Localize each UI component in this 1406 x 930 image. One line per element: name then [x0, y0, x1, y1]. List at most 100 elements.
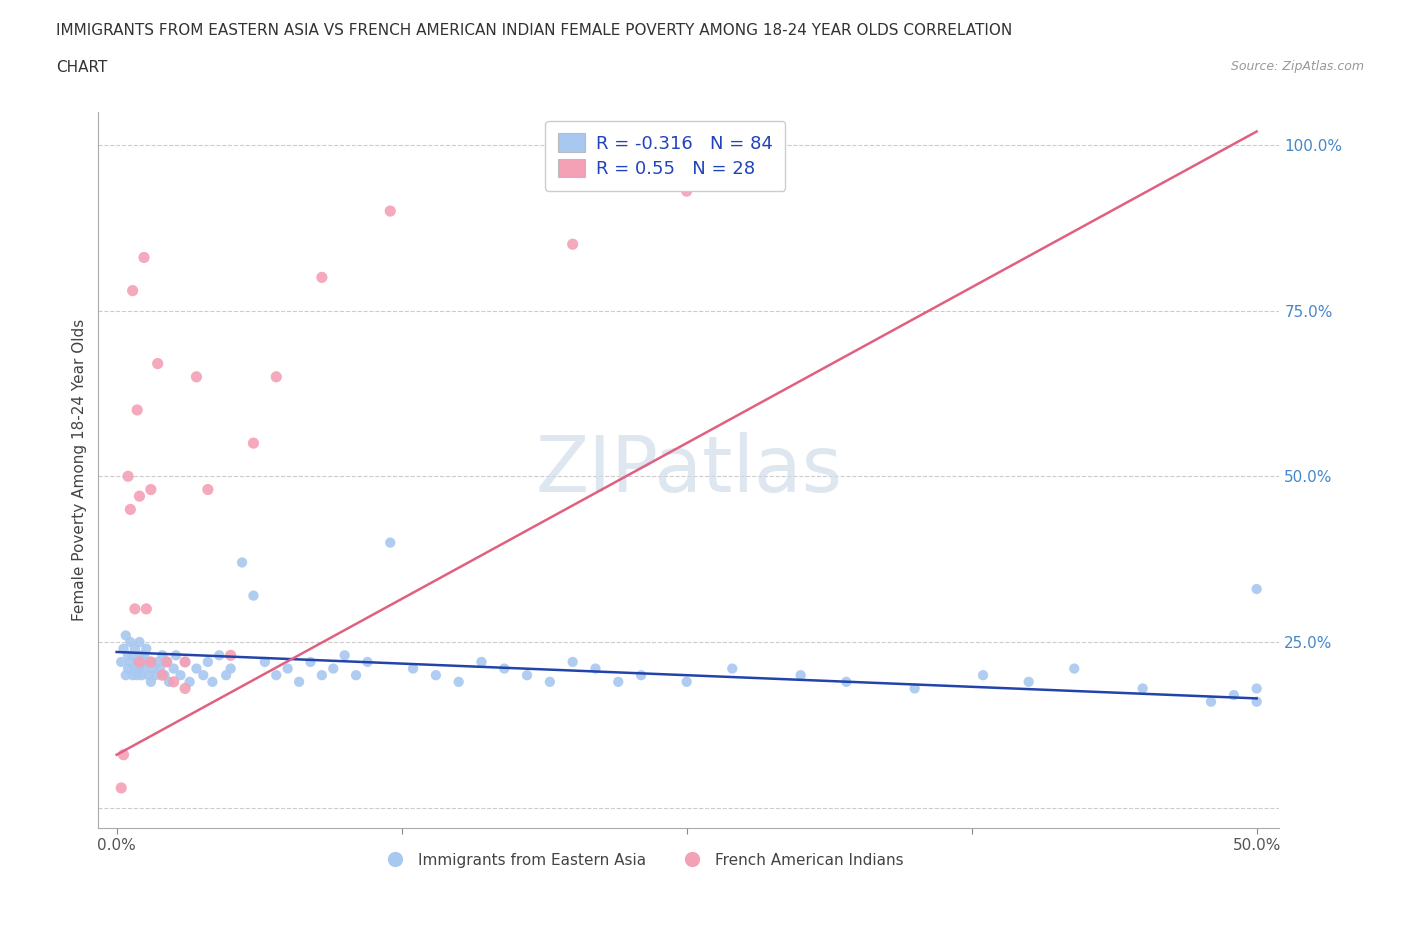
- Point: [311, 668, 333, 683]
- Point: [516, 668, 538, 683]
- Point: [1246, 681, 1268, 696]
- Point: [174, 681, 197, 696]
- Point: [447, 674, 470, 689]
- Point: [174, 655, 197, 670]
- Text: IMMIGRANTS FROM EASTERN ASIA VS FRENCH AMERICAN INDIAN FEMALE POVERTY AMONG 18-2: IMMIGRANTS FROM EASTERN ASIA VS FRENCH A…: [56, 23, 1012, 38]
- Point: [1132, 681, 1154, 696]
- Point: [835, 674, 858, 689]
- Point: [124, 602, 146, 617]
- Point: [120, 502, 142, 517]
- Point: [146, 356, 169, 371]
- Point: [150, 648, 173, 663]
- Point: [380, 204, 402, 219]
- Point: [117, 469, 139, 484]
- Point: [132, 648, 155, 663]
- Point: [127, 655, 149, 670]
- Point: [120, 655, 142, 670]
- Point: [146, 655, 169, 670]
- Point: [201, 674, 224, 689]
- Point: [219, 648, 242, 663]
- Point: [112, 642, 135, 657]
- Point: [150, 668, 173, 683]
- Point: [153, 668, 176, 683]
- Point: [139, 482, 162, 497]
- Point: [163, 674, 186, 689]
- Point: [186, 661, 208, 676]
- Point: [561, 655, 583, 670]
- Point: [142, 661, 165, 676]
- Point: [139, 655, 162, 670]
- Point: [110, 780, 132, 795]
- Point: [121, 668, 143, 683]
- Point: [277, 661, 299, 676]
- Point: [169, 668, 191, 683]
- Point: [135, 602, 157, 617]
- Point: [186, 369, 208, 384]
- Legend: Immigrants from Eastern Asia, French American Indians: Immigrants from Eastern Asia, French Ame…: [374, 846, 910, 874]
- Point: [356, 655, 378, 670]
- Point: [132, 250, 155, 265]
- Point: [124, 642, 146, 657]
- Point: [264, 668, 287, 683]
- Point: [299, 655, 322, 670]
- Point: [128, 661, 150, 676]
- Point: [127, 668, 149, 683]
- Text: CHART: CHART: [56, 60, 108, 75]
- Point: [117, 648, 139, 663]
- Point: [470, 655, 492, 670]
- Point: [179, 674, 201, 689]
- Point: [117, 661, 139, 676]
- Point: [231, 555, 253, 570]
- Point: [121, 648, 143, 663]
- Text: Source: ZipAtlas.com: Source: ZipAtlas.com: [1230, 60, 1364, 73]
- Point: [114, 668, 136, 683]
- Point: [789, 668, 811, 683]
- Point: [675, 184, 697, 199]
- Point: [675, 674, 697, 689]
- Point: [110, 655, 132, 670]
- Point: [145, 668, 167, 683]
- Point: [139, 674, 162, 689]
- Point: [1246, 695, 1268, 710]
- Point: [322, 661, 344, 676]
- Point: [156, 655, 179, 670]
- Point: [288, 674, 311, 689]
- Point: [311, 270, 333, 285]
- Point: [208, 648, 231, 663]
- Point: [425, 668, 447, 683]
- Point: [561, 237, 583, 252]
- Point: [139, 655, 162, 670]
- Point: [904, 681, 927, 696]
- Point: [135, 642, 157, 657]
- Point: [264, 369, 287, 384]
- Point: [149, 661, 172, 676]
- Point: [131, 668, 153, 683]
- Point: [128, 634, 150, 649]
- Point: [128, 648, 150, 663]
- Point: [156, 655, 179, 670]
- Point: [242, 435, 264, 450]
- Point: [174, 655, 197, 670]
- Point: [128, 655, 150, 670]
- Point: [538, 674, 561, 689]
- Point: [114, 628, 136, 643]
- Point: [138, 668, 160, 683]
- Point: [219, 661, 242, 676]
- Text: ZIPatlas: ZIPatlas: [536, 432, 842, 508]
- Point: [607, 674, 630, 689]
- Point: [112, 748, 135, 763]
- Point: [402, 661, 425, 676]
- Point: [1246, 581, 1268, 596]
- Point: [197, 482, 219, 497]
- Point: [215, 668, 238, 683]
- Point: [585, 661, 607, 676]
- Point: [163, 661, 186, 676]
- Point: [120, 634, 142, 649]
- Point: [128, 489, 150, 504]
- Point: [135, 655, 157, 670]
- Point: [1063, 661, 1085, 676]
- Point: [721, 661, 744, 676]
- Point: [1018, 674, 1040, 689]
- Point: [121, 284, 143, 299]
- Point: [380, 535, 402, 550]
